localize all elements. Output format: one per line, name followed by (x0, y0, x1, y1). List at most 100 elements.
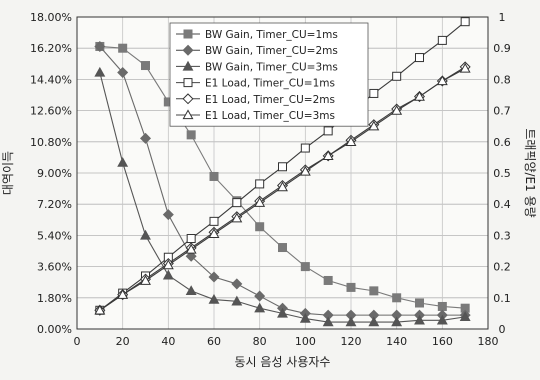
legend-swatch-marker (182, 60, 194, 71)
data-point (94, 40, 106, 52)
data-point (414, 90, 425, 101)
y-right-tick-label: 0.5 (493, 167, 511, 180)
legend-label: BW Gain, Timer_CU=3ms (205, 61, 338, 73)
data-point (392, 71, 402, 81)
data-point (117, 289, 129, 299)
y-left-tick-label: 14.40% (30, 73, 72, 86)
legend-box (169, 22, 369, 127)
legend-label: BW Gain, Timer_CU=1ms (205, 29, 338, 41)
data-point (300, 143, 310, 153)
series-3 (94, 66, 471, 327)
x-tick-label: 180 (478, 335, 499, 348)
series-6 (94, 62, 471, 315)
legend-swatch-marker (182, 44, 194, 56)
y-left-tick-label: 12.60% (30, 105, 72, 118)
legend-swatch-marker (182, 93, 194, 105)
data-point (299, 312, 311, 323)
y-right-axis-title: 트래픽양/E1 용량 (523, 128, 537, 217)
y-right-tick-label: 0.9 (493, 42, 511, 55)
data-point (414, 314, 425, 325)
data-point (277, 181, 288, 192)
data-point (162, 209, 174, 221)
y-left-tick-label: 5.40% (37, 229, 72, 242)
data-point (323, 126, 333, 136)
data-point (141, 61, 150, 71)
data-point (391, 104, 403, 115)
y-left-tick-label: 7.20% (37, 198, 72, 211)
y-left-tick-label: 9.00% (37, 167, 72, 180)
data-point (368, 316, 380, 327)
data-point (162, 269, 174, 280)
data-point (345, 136, 357, 146)
data-point (299, 165, 311, 176)
data-point (185, 243, 197, 254)
data-point (162, 259, 174, 270)
data-point (459, 311, 471, 322)
y-left-tick-label: 0.00% (37, 323, 72, 336)
y-right-tick-label: 0.2 (493, 261, 511, 274)
x-tick-label: 40 (161, 335, 175, 348)
x-axis-title: 동시 음성 사용자수 (235, 355, 331, 369)
data-point (209, 216, 219, 226)
legend-swatch-marker (183, 29, 193, 39)
legend: BW Gain, Timer_CU=1ms BW Gain, Timer_CU=2… (169, 22, 369, 127)
y-left-tick-label: 16.20% (30, 42, 72, 55)
data-point (415, 53, 424, 63)
legend-label: BW Gain, Timer_CU=2ms (205, 45, 338, 57)
x-tick-label: 120 (341, 335, 362, 348)
data-point (437, 301, 447, 311)
data-point (436, 314, 448, 325)
data-point (369, 286, 379, 296)
data-point (346, 282, 356, 292)
data-point (186, 130, 196, 140)
data-point (436, 75, 448, 86)
data-point (392, 293, 402, 303)
data-point (231, 295, 243, 306)
data-point (391, 316, 403, 327)
data-point (232, 198, 242, 208)
data-point (117, 156, 129, 167)
y-right-tick-label: 0.8 (493, 73, 511, 86)
data-point (437, 35, 447, 45)
data-point (139, 132, 152, 144)
data-point (322, 316, 334, 327)
data-point (278, 243, 287, 253)
y-left-tick-label: 3.60% (37, 261, 72, 274)
data-point (231, 212, 243, 223)
x-tick-label: 100 (295, 335, 316, 348)
x-tick-label: 60 (207, 335, 221, 348)
data-point (209, 171, 219, 181)
legend-label: E1 Load, Timer_CU=2ms (205, 94, 335, 106)
y-right-tick-label: 0.7 (493, 105, 511, 118)
data-point (185, 285, 197, 296)
data-point (118, 43, 128, 53)
data-point (278, 162, 287, 172)
data-point (369, 88, 379, 98)
data-point (277, 307, 288, 318)
data-point (254, 290, 266, 302)
data-point (323, 275, 333, 285)
x-tick-label: 140 (386, 335, 407, 348)
data-point (94, 66, 106, 77)
data-point (460, 17, 470, 27)
x-tick-label: 0 (74, 335, 81, 348)
plot-frame (76, 16, 489, 330)
data-point (140, 229, 151, 240)
data-point (255, 179, 265, 189)
data-point (117, 66, 129, 78)
data-point (300, 262, 310, 272)
data-point (208, 228, 220, 239)
data-point (186, 234, 196, 244)
data-point (254, 302, 266, 313)
data-point (415, 298, 424, 308)
data-point (140, 275, 151, 285)
x-tick-label: 160 (432, 335, 453, 348)
data-point (345, 316, 357, 327)
legend-swatch-marker (183, 78, 193, 88)
legend-label: E1 Load, Timer_CU=3ms (205, 110, 335, 122)
legend-label: E1 Load, Timer_CU=1ms (205, 78, 335, 90)
data-point (459, 62, 471, 73)
y-left-tick-label: 1.80% (37, 292, 72, 305)
